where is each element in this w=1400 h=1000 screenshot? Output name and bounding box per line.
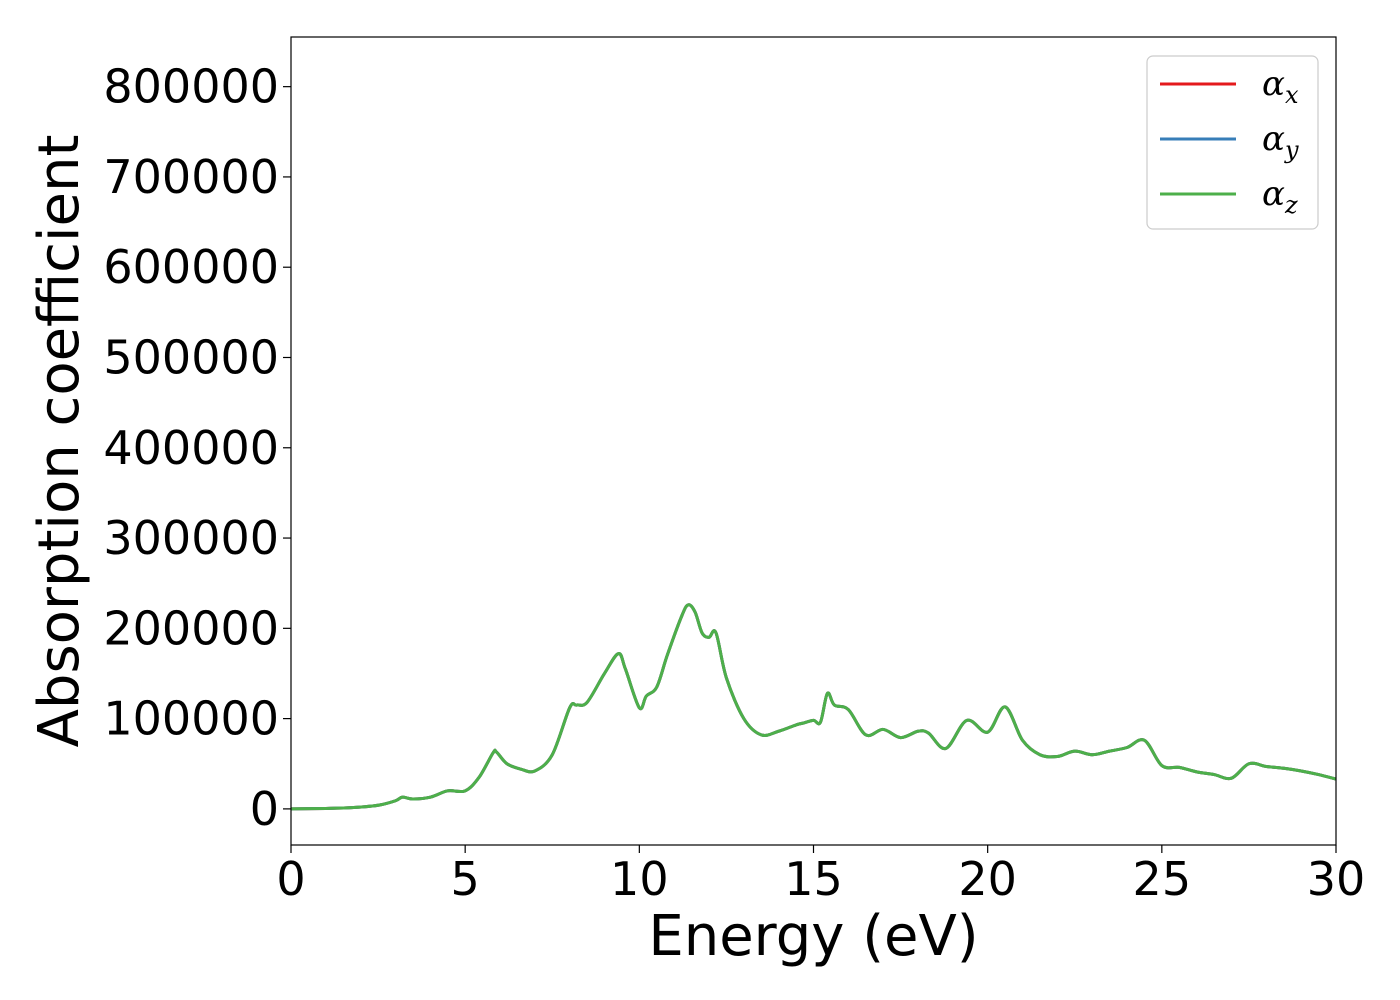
x-tick-label: 0 bbox=[276, 852, 305, 906]
y-tick-label: 0 bbox=[250, 782, 279, 836]
series-line-z bbox=[290, 603, 1337, 811]
y-tick-label: 400000 bbox=[103, 421, 279, 475]
y-axis: 0 100000 200000 300000 400000 500000 600000 700… bbox=[103, 60, 291, 836]
y-tick-label: 100000 bbox=[103, 692, 279, 746]
legend-label-y: αy bbox=[1262, 119, 1299, 164]
x-tick-label: 25 bbox=[1133, 852, 1192, 906]
legend-label-x: αx bbox=[1262, 64, 1299, 109]
x-axis-label: Energy (eV) bbox=[648, 904, 978, 969]
x-tick-label: 5 bbox=[451, 852, 480, 906]
y-tick-label: 200000 bbox=[103, 601, 279, 655]
y-tick-label: 800000 bbox=[103, 60, 279, 114]
series-line-x bbox=[290, 603, 1337, 811]
y-tick-label: 700000 bbox=[103, 150, 279, 204]
x-axis: 0 5 10 15 20 25 30 bbox=[276, 845, 1365, 906]
plot-lines bbox=[290, 603, 1337, 811]
y-tick-label: 500000 bbox=[103, 330, 279, 384]
x-tick-label: 15 bbox=[784, 852, 843, 906]
legend: αx αy αz bbox=[1146, 55, 1319, 230]
y-tick-label: 600000 bbox=[103, 240, 279, 294]
y-tick-label: 300000 bbox=[103, 511, 279, 565]
x-tick-label: 20 bbox=[958, 852, 1017, 906]
x-tick-label: 10 bbox=[610, 852, 669, 906]
legend-box bbox=[1146, 55, 1319, 230]
x-tick-label: 30 bbox=[1307, 852, 1366, 906]
y-axis-label: Absorption coefficient bbox=[27, 135, 92, 748]
legend-label-z: αz bbox=[1262, 174, 1298, 219]
series-line-y bbox=[290, 603, 1337, 811]
